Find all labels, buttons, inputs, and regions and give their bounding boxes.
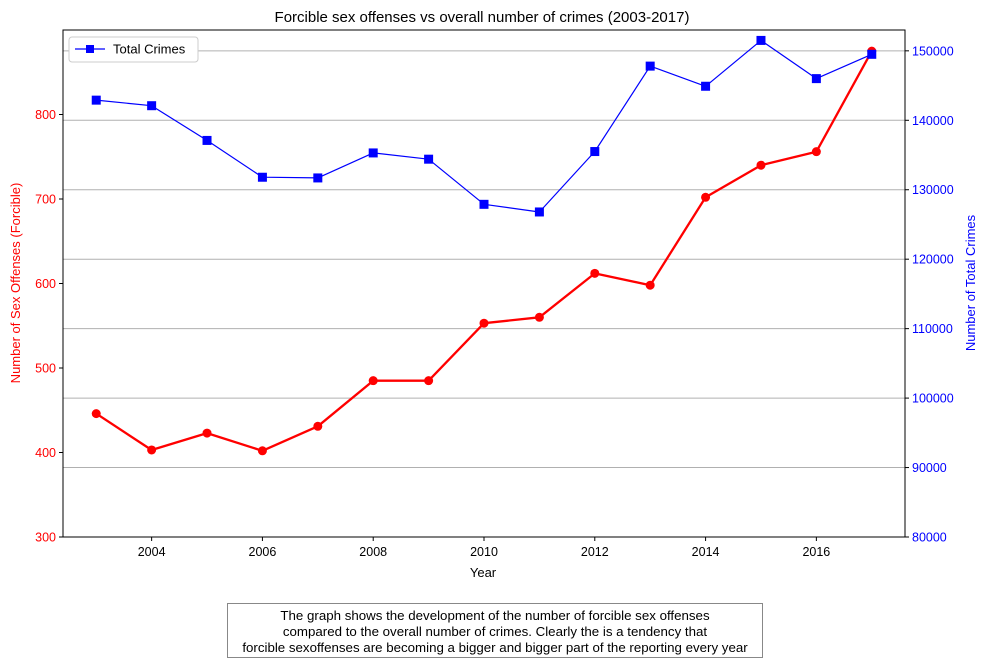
left-tick-label: 500 <box>35 362 56 376</box>
data-point-total-crimes <box>645 61 655 71</box>
grid-layer <box>63 50 905 469</box>
data-point-sex-offenses <box>645 280 655 290</box>
data-point-total-crimes <box>867 49 877 59</box>
right-tick-label: 90000 <box>912 461 947 475</box>
data-point-sex-offenses <box>202 428 212 438</box>
data-point-total-crimes <box>313 173 323 183</box>
plot-frame <box>62 29 906 538</box>
right-tick-label: 110000 <box>912 322 953 336</box>
caption-line: compared to the overall number of crimes… <box>282 624 708 639</box>
data-point-total-crimes <box>479 199 489 209</box>
data-point-total-crimes <box>147 101 157 111</box>
legend: Total Crimes <box>68 36 199 63</box>
data-point-total-crimes <box>534 207 544 217</box>
right-tick-label: 120000 <box>912 253 954 267</box>
data-point-total-crimes <box>91 95 101 105</box>
right-y-axis: 80000 90000 100000 110000 120000 130000 140000… <box>905 44 954 545</box>
x-tick-label: 2014 <box>692 545 720 559</box>
data-point-sex-offenses <box>701 192 711 202</box>
left-tick-label: 400 <box>35 446 56 460</box>
data-point-sex-offenses <box>257 446 267 456</box>
right-tick-label: 140000 <box>912 114 954 128</box>
caption-line: The graph shows the development of the n… <box>280 608 710 623</box>
right-axis-label: Number of Total Crimes <box>963 214 978 351</box>
left-axis-label: Number of Sex Offenses (Forcible) <box>8 183 23 384</box>
data-point-total-crimes <box>368 148 378 158</box>
left-tick-label: 800 <box>35 108 56 122</box>
data-point-sex-offenses <box>590 268 600 278</box>
series-line-sex-offenses <box>95 50 873 452</box>
legend-box <box>68 36 199 63</box>
data-point-sex-offenses <box>91 409 101 419</box>
x-axis-label: Year <box>470 565 497 580</box>
caption-line: forcible sexoffenses are becoming a bigg… <box>242 640 748 655</box>
left-tick-label: 700 <box>35 193 56 207</box>
right-tick-label: 80000 <box>912 531 947 545</box>
right-tick-label: 130000 <box>912 183 954 197</box>
x-tick-label: 2008 <box>359 545 387 559</box>
x-tick-label: 2016 <box>802 545 830 559</box>
x-tick-label: 2012 <box>581 545 609 559</box>
left-tick-label: 600 <box>35 277 56 291</box>
right-tick-label: 150000 <box>912 44 954 58</box>
data-point-total-crimes <box>756 35 766 45</box>
data-point-sex-offenses <box>368 376 378 386</box>
series-layer <box>91 35 877 456</box>
x-tick-label: 2010 <box>470 545 498 559</box>
data-point-total-crimes <box>257 172 267 182</box>
data-point-sex-offenses <box>424 376 434 386</box>
data-point-sex-offenses <box>147 445 157 455</box>
left-tick-label: 300 <box>35 531 56 545</box>
data-point-total-crimes <box>424 154 434 164</box>
x-axis: 2004 2006 2008 2010 2012 2014 2016 <box>138 537 830 559</box>
data-point-total-crimes <box>202 135 212 145</box>
caption-box: The graph shows the development of the n… <box>227 603 763 658</box>
left-y-axis: 300 400 500 600 700 800 <box>35 108 63 545</box>
x-tick-label: 2004 <box>138 545 166 559</box>
legend-marker-total-crimes <box>86 45 94 53</box>
legend-label-total-crimes: Total Crimes <box>113 42 186 57</box>
data-point-sex-offenses <box>534 312 544 322</box>
data-point-total-crimes <box>811 74 821 84</box>
data-point-sex-offenses <box>479 318 489 328</box>
data-point-total-crimes <box>590 147 600 157</box>
data-point-sex-offenses <box>811 147 821 157</box>
series-line-total-crimes <box>96 39 873 213</box>
data-point-total-crimes <box>701 81 711 91</box>
right-tick-label: 100000 <box>912 392 954 406</box>
data-point-sex-offenses <box>756 160 766 170</box>
x-tick-label: 2006 <box>249 545 277 559</box>
chart-title: Forcible sex offenses vs overall number … <box>275 9 690 26</box>
data-point-sex-offenses <box>313 421 323 431</box>
